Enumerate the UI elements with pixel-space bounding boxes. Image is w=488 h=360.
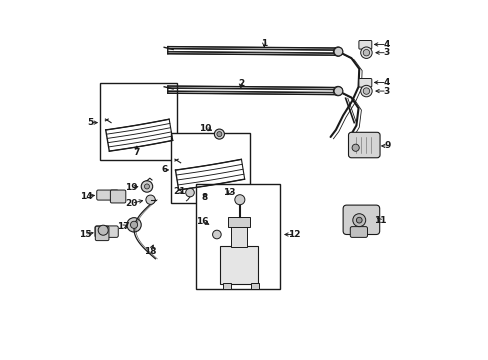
FancyBboxPatch shape	[110, 190, 125, 203]
Circle shape	[333, 47, 342, 56]
Circle shape	[356, 217, 362, 223]
Circle shape	[141, 181, 152, 192]
Text: 16: 16	[196, 217, 208, 226]
Text: 2: 2	[237, 80, 244, 89]
Text: 4: 4	[383, 40, 389, 49]
Circle shape	[98, 225, 108, 235]
FancyBboxPatch shape	[97, 190, 118, 200]
Circle shape	[214, 129, 224, 139]
Bar	[230, 226, 246, 247]
Bar	[171, 134, 249, 203]
Text: 10: 10	[199, 123, 211, 132]
Circle shape	[145, 195, 155, 204]
Text: 3: 3	[383, 48, 389, 57]
Circle shape	[212, 230, 221, 239]
Circle shape	[363, 88, 369, 94]
FancyBboxPatch shape	[95, 226, 118, 237]
Text: 17: 17	[117, 222, 129, 231]
Circle shape	[185, 188, 194, 197]
Circle shape	[360, 85, 371, 97]
Bar	[196, 184, 280, 289]
FancyBboxPatch shape	[349, 226, 367, 237]
Text: 14: 14	[80, 192, 93, 201]
Text: 9: 9	[384, 141, 390, 150]
Text: 12: 12	[288, 230, 300, 239]
FancyBboxPatch shape	[348, 132, 379, 158]
Circle shape	[352, 214, 365, 226]
Bar	[220, 246, 257, 284]
Bar	[223, 283, 230, 289]
Circle shape	[126, 218, 141, 232]
Text: 5: 5	[87, 118, 93, 127]
Bar	[228, 217, 249, 226]
Text: 19: 19	[125, 183, 138, 192]
Circle shape	[130, 221, 137, 228]
Text: 20: 20	[125, 199, 138, 208]
Circle shape	[360, 47, 371, 58]
Text: 4: 4	[383, 78, 389, 87]
Text: 1: 1	[261, 39, 267, 48]
Text: 18: 18	[144, 247, 157, 256]
Text: 8: 8	[202, 193, 208, 202]
Text: 15: 15	[79, 230, 91, 239]
Circle shape	[351, 144, 359, 151]
Circle shape	[217, 132, 222, 136]
Circle shape	[333, 87, 342, 95]
Text: 13: 13	[223, 188, 235, 197]
FancyBboxPatch shape	[358, 41, 371, 49]
Text: 21: 21	[173, 187, 185, 196]
Circle shape	[234, 195, 244, 205]
FancyBboxPatch shape	[343, 205, 379, 234]
Text: 6: 6	[162, 166, 168, 175]
FancyBboxPatch shape	[358, 78, 371, 87]
Circle shape	[363, 49, 369, 56]
Circle shape	[333, 86, 342, 96]
Bar	[250, 283, 258, 289]
Text: 11: 11	[373, 216, 386, 225]
Text: 3: 3	[383, 86, 389, 95]
Circle shape	[144, 184, 149, 189]
Text: 7: 7	[133, 148, 140, 157]
Bar	[100, 83, 177, 160]
Circle shape	[333, 47, 342, 56]
FancyBboxPatch shape	[95, 226, 109, 240]
